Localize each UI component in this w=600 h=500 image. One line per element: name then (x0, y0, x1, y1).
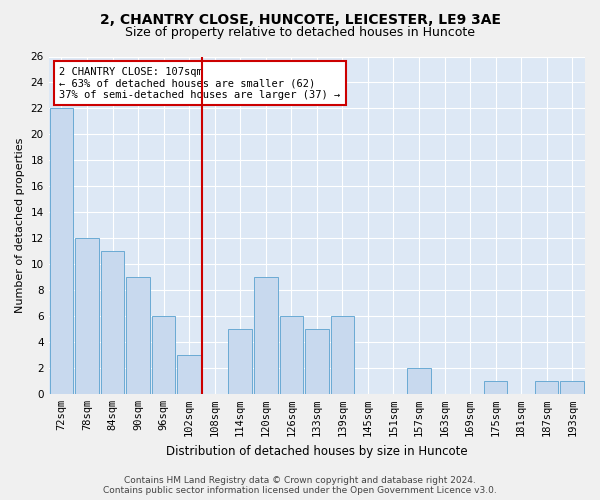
Bar (331, 316, 354, 394)
Text: 2, CHANTRY CLOSE, HUNCOTE, LEICESTER, LE9 3AE: 2, CHANTRY CLOSE, HUNCOTE, LEICESTER, LE… (100, 12, 500, 26)
Bar (305, 329, 329, 394)
Bar (535, 381, 559, 394)
Bar (560, 381, 584, 394)
Bar (75, 238, 99, 394)
Text: Size of property relative to detached houses in Huncote: Size of property relative to detached ho… (125, 26, 475, 39)
Bar (50, 108, 73, 394)
Y-axis label: Number of detached properties: Number of detached properties (15, 138, 25, 313)
Text: Contains HM Land Registry data © Crown copyright and database right 2024.
Contai: Contains HM Land Registry data © Crown c… (103, 476, 497, 495)
Bar (101, 251, 124, 394)
Bar (229, 329, 252, 394)
Bar (254, 277, 278, 394)
Bar (484, 381, 508, 394)
Bar (280, 316, 303, 394)
Bar (178, 355, 201, 394)
Bar (407, 368, 431, 394)
X-axis label: Distribution of detached houses by size in Huncote: Distribution of detached houses by size … (166, 444, 467, 458)
Bar (127, 277, 150, 394)
Bar (152, 316, 175, 394)
Text: 2 CHANTRY CLOSE: 107sqm
← 63% of detached houses are smaller (62)
37% of semi-de: 2 CHANTRY CLOSE: 107sqm ← 63% of detache… (59, 66, 341, 100)
